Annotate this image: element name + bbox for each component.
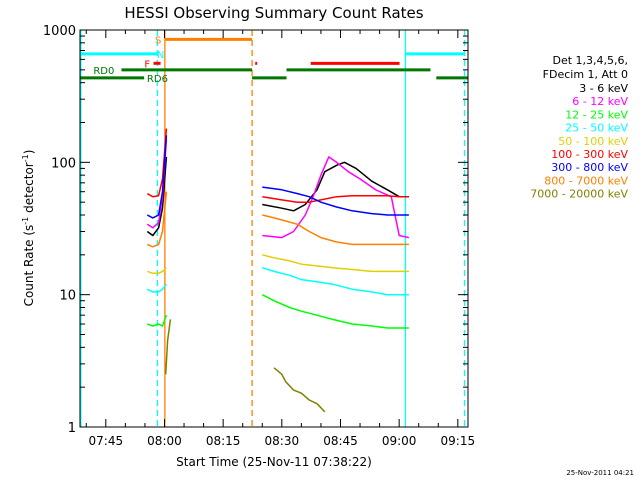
- legend-entry-6: 300 - 800 keV: [551, 161, 628, 174]
- status-label-S: S: [155, 35, 161, 46]
- x-tick-label-0: 07:45: [89, 434, 124, 448]
- axes: 07:45 08:00 08:15 08:30 08:45 09:00 09:15 1 10 10…: [43, 24, 475, 448]
- x-tick-label-4: 08:45: [323, 434, 358, 448]
- legend-entry-5: 100 - 300 keV: [551, 148, 628, 161]
- y-label-sup2: -1: [21, 154, 30, 162]
- legend-entry-2: 12 - 25 keV: [565, 108, 628, 121]
- series-4-segment-1: [262, 254, 409, 273]
- series-2-segment-1: [261, 294, 409, 329]
- y-tick-label-3: 1000: [43, 24, 76, 39]
- legend-entry-3: 25 - 50 keV: [565, 122, 628, 135]
- series-8-segment-0: [164, 319, 172, 375]
- x-tick-label-1: 08:00: [147, 434, 182, 448]
- y-label-part1: Count Rate (s: [22, 225, 36, 307]
- legend: Det 1,3,4,5,6, FDecim 1, Att 0 3 - 6 keV…: [530, 54, 628, 201]
- legend-entry-7: 800 - 7000 keV: [544, 174, 628, 187]
- x-tick-label-5: 09:00: [382, 434, 417, 448]
- series-6-segment-1: [262, 186, 409, 216]
- legend-entry-1: 6 - 12 keV: [572, 95, 628, 108]
- series-8-segment-1: [273, 367, 326, 413]
- y-tick-label-0: 1: [68, 421, 76, 436]
- legend-header-1: Det 1,3,4,5,6,: [552, 54, 628, 67]
- legend-entry-0: 3 - 6 keV: [579, 82, 628, 95]
- x-tick-label-6: 09:15: [441, 434, 476, 448]
- status-label-N: N: [157, 50, 164, 61]
- series-3-segment-0: [146, 283, 167, 293]
- x-tick-label-3: 08:30: [265, 434, 300, 448]
- vertical-markers: [80, 30, 466, 427]
- series-3-segment-1: [262, 266, 409, 296]
- series-2-segment-0: [147, 314, 168, 327]
- y-label-part2: detector: [22, 162, 36, 217]
- plot-frame: [79, 29, 469, 428]
- series-0-segment-1: [262, 161, 409, 212]
- legend-entry-8: 7000 - 20000 keV: [530, 188, 628, 201]
- status-label-F: F: [144, 59, 150, 70]
- x-axis-label: Start Time (25-Nov-11 07:38:22): [176, 455, 372, 469]
- status-label-RD0: RD0: [93, 66, 114, 77]
- series-5-segment-1: [262, 194, 409, 203]
- series-7-segment-0: [147, 191, 168, 248]
- y-label-part3: ): [22, 150, 36, 155]
- y-tick-label-2: 100: [51, 156, 76, 171]
- series-0-segment-0: [146, 156, 168, 237]
- status-bars: SNF RD0 RD6: [80, 35, 468, 85]
- chart-title: HESSI Observing Summary Count Rates: [124, 4, 423, 22]
- series-6-segment-0: [146, 135, 168, 219]
- status-label-RD6: RD6: [147, 74, 168, 85]
- series-7-segment-1: [262, 214, 409, 246]
- y-axis-label: Count Rate (s-1 detector-1): [21, 150, 36, 307]
- y-label-sup1: -1: [21, 217, 30, 225]
- series-lines: [146, 128, 410, 413]
- series-4-segment-0: [147, 267, 167, 275]
- footer-timestamp: 25-Nov-2011 04:21: [566, 469, 634, 477]
- legend-entry-4: 50 - 100 keV: [558, 135, 628, 148]
- y-tick-label-1: 10: [59, 289, 76, 304]
- x-tick-label-2: 08:15: [206, 434, 241, 448]
- legend-header-2: FDecim 1, Att 0: [543, 68, 628, 81]
